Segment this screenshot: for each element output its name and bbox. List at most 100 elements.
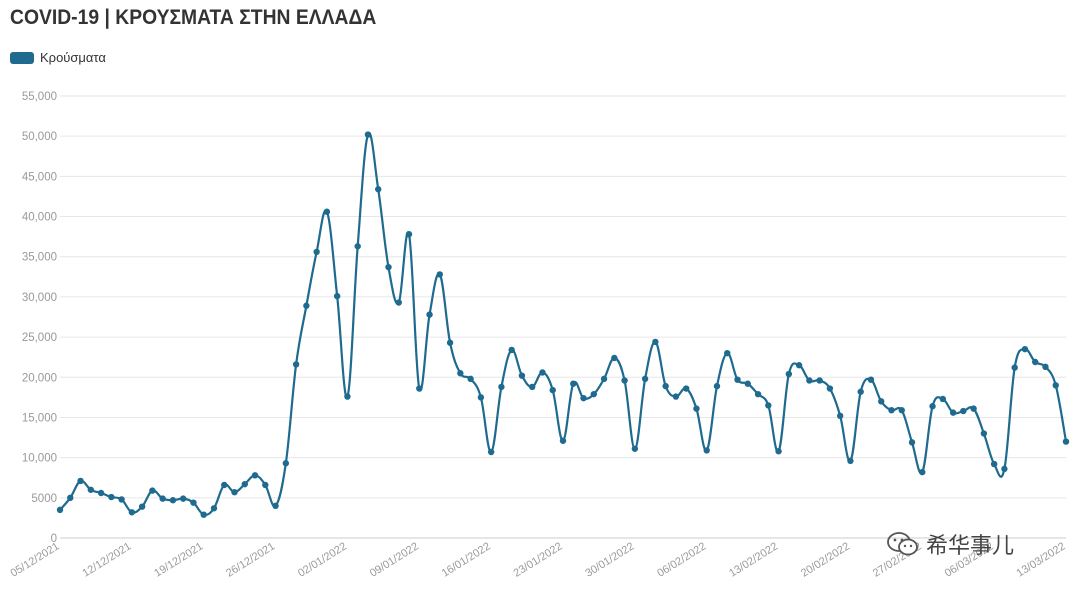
data-point[interactable]: 16/02/2022: 19600 xyxy=(806,377,813,384)
data-point[interactable]: 28/01/2022: 22400 xyxy=(611,354,618,362)
data-point[interactable]: 15/01/2022: 17500 xyxy=(477,394,485,401)
data-point[interactable]: 10/01/2022: 27800 xyxy=(426,311,433,318)
data-point[interactable]: 16/01/2022: 10700 xyxy=(487,448,495,456)
data-point[interactable]: 03/02/2022: 17600 xyxy=(672,393,680,400)
data-point[interactable]: 03/01/2022: 36300 xyxy=(354,243,361,250)
data-point[interactable]: 23/02/2022: 17000 xyxy=(878,398,885,405)
data-point[interactable]: 19/02/2022: 15200 xyxy=(836,412,844,420)
data-point[interactable]: 01/03/2022: 17300 xyxy=(939,395,947,403)
data-point[interactable]: 20/02/2022: 9600 xyxy=(847,457,854,465)
data-point[interactable]: 11/01/2022: 32800 xyxy=(436,271,444,278)
data-point[interactable]: 25/01/2022: 17400 xyxy=(580,394,587,402)
data-point[interactable]: 20/12/2021: 3700 xyxy=(210,505,218,512)
data-point[interactable]: 12/01/2022: 24300 xyxy=(446,339,454,346)
data-point[interactable]: 26/12/2021: 4000 xyxy=(272,502,279,510)
data-point[interactable]: 28/02/2022: 16400 xyxy=(929,403,936,410)
data-point[interactable]: 29/01/2022: 19600 xyxy=(621,377,628,384)
data-point[interactable]: 09/12/2021: 5600 xyxy=(97,489,105,497)
data-point[interactable]: 24/01/2022: 19200 xyxy=(570,380,577,387)
data-point[interactable]: 26/02/2022: 11900 xyxy=(908,439,916,446)
data-point[interactable]: 31/01/2022: 19800 xyxy=(641,375,649,383)
data-point[interactable]: 18/12/2021: 4400 xyxy=(190,499,197,506)
legend[interactable]: Κρούσματα xyxy=(10,50,106,65)
data-point[interactable]: 10/03/2022: 21900 xyxy=(1032,358,1039,366)
data-point[interactable]: 22/12/2021: 5700 xyxy=(231,488,238,496)
data-point[interactable]: 06/12/2021: 5000 xyxy=(67,494,74,502)
data-point[interactable]: 17/02/2022: 19600 xyxy=(816,377,823,384)
data-point[interactable]: 21/02/2022: 18200 xyxy=(857,388,864,395)
data-point[interactable]: 06/02/2022: 10900 xyxy=(703,447,710,454)
data-point[interactable]: 11/02/2022: 17900 xyxy=(754,390,762,398)
data-point[interactable]: 19/12/2021: 2900 xyxy=(200,511,207,518)
data-point[interactable]: 08/02/2022: 23000 xyxy=(724,349,731,357)
data-point[interactable]: 05/12/2021: 3500 xyxy=(56,506,64,514)
data-point[interactable]: 14/01/2022: 19800 xyxy=(467,375,474,383)
data-point[interactable]: 13/03/2022: 12000 xyxy=(1062,438,1070,445)
data-point[interactable]: 21/01/2022: 20600 xyxy=(539,369,546,376)
data-point[interactable]: 30/12/2021: 35600 xyxy=(313,248,320,256)
data-point[interactable]: 18/01/2022: 23400 xyxy=(508,346,515,354)
data-point[interactable]: 12/12/2021: 3200 xyxy=(128,509,136,516)
data-point[interactable]: 02/01/2022: 17600 xyxy=(344,393,351,400)
data-point[interactable]: 08/01/2022: 37800 xyxy=(405,231,413,238)
data-point[interactable]: 10/02/2022: 19200 xyxy=(744,380,751,387)
data-point[interactable]: 21/12/2021: 6600 xyxy=(221,481,228,489)
data-point[interactable]: 01/01/2022: 30100 xyxy=(333,292,341,300)
data-point[interactable]: 20/01/2022: 18800 xyxy=(529,383,536,391)
data-point[interactable]: 02/02/2022: 18900 xyxy=(662,382,669,390)
data-point[interactable]: 22/02/2022: 19700 xyxy=(867,376,875,383)
data-point[interactable]: 23/12/2021: 6700 xyxy=(241,480,248,488)
data-point[interactable]: 09/03/2022: 23500 xyxy=(1021,345,1029,353)
data-point[interactable]: 14/02/2022: 20400 xyxy=(785,370,793,378)
data-point[interactable]: 04/01/2022: 50200 xyxy=(364,131,372,138)
data-point[interactable]: 30/01/2022: 11100 xyxy=(631,445,639,452)
data-point[interactable]: 08/03/2022: 21200 xyxy=(1011,364,1018,371)
data-point[interactable]: 27/01/2022: 19800 xyxy=(600,375,608,383)
data-point[interactable]: 05/01/2022: 43400 xyxy=(375,186,382,193)
data-point[interactable]: 06/01/2022: 33700 xyxy=(385,263,392,271)
data-point[interactable]: 05/03/2022: 13000 xyxy=(980,430,988,437)
data-point[interactable]: 22/01/2022: 18400 xyxy=(549,386,556,394)
data-point[interactable]: 02/03/2022: 15600 xyxy=(949,409,957,416)
data-point[interactable]: 17/12/2021: 4900 xyxy=(179,495,187,502)
data-point[interactable]: 31/12/2021: 40600 xyxy=(323,208,331,215)
data-point[interactable]: 25/02/2022: 15900 xyxy=(898,407,905,414)
data-point[interactable]: 15/02/2022: 21500 xyxy=(795,362,803,369)
data-point[interactable]: 11/12/2021: 4800 xyxy=(118,496,125,503)
data-point[interactable]: 12/02/2022: 16500 xyxy=(765,402,772,409)
data-point[interactable]: 04/02/2022: 18600 xyxy=(682,385,690,392)
data-point[interactable]: 03/03/2022: 15800 xyxy=(960,407,967,415)
data-point[interactable]: 27/12/2021: 9300 xyxy=(282,460,290,467)
data-point[interactable]: 13/02/2022: 10800 xyxy=(775,448,782,455)
data-point[interactable]: 19/01/2022: 20200 xyxy=(518,372,526,379)
data-point[interactable]: 09/01/2022: 18600 xyxy=(416,385,423,392)
data-point[interactable]: 24/02/2022: 15900 xyxy=(888,407,895,414)
data-point[interactable]: 18/02/2022: 18600 xyxy=(826,385,834,392)
data-point[interactable]: 27/02/2022: 8200 xyxy=(919,468,926,476)
data-point[interactable]: 17/01/2022: 18800 xyxy=(498,383,505,391)
data-point[interactable]: 16/12/2021: 4700 xyxy=(169,497,177,504)
data-point[interactable]: 09/02/2022: 19700 xyxy=(734,376,741,383)
data-point[interactable]: 23/01/2022: 12100 xyxy=(559,437,567,444)
data-point[interactable]: 04/03/2022: 16100 xyxy=(970,405,977,412)
data-point[interactable]: 06/03/2022: 9200 xyxy=(990,460,998,468)
data-point[interactable]: 07/01/2022: 29300 xyxy=(395,299,402,306)
data-point[interactable]: 26/01/2022: 17900 xyxy=(590,390,597,398)
data-point[interactable]: 29/12/2021: 28900 xyxy=(303,302,310,309)
data-point[interactable]: 13/01/2022: 20500 xyxy=(457,370,464,377)
data-point[interactable]: 25/12/2021: 6600 xyxy=(262,481,269,489)
data-point[interactable]: 07/12/2021: 7100 xyxy=(77,477,84,485)
data-point[interactable]: 14/12/2021: 5900 xyxy=(149,487,156,494)
data-point[interactable]: 10/12/2021: 5100 xyxy=(108,493,115,501)
data-point[interactable]: 15/12/2021: 4900 xyxy=(159,495,166,502)
data-point[interactable]: 28/12/2021: 21600 xyxy=(292,361,300,368)
data-point[interactable]: 07/02/2022: 18900 xyxy=(713,382,721,390)
data-point[interactable]: 01/02/2022: 24400 xyxy=(652,338,659,346)
data-point[interactable]: 05/02/2022: 16100 xyxy=(693,405,700,412)
data-point[interactable]: 24/12/2021: 7800 xyxy=(251,472,259,479)
data-point[interactable]: 12/03/2022: 19000 xyxy=(1052,382,1059,389)
data-point[interactable]: 07/03/2022: 8600 xyxy=(1001,465,1008,473)
data-point[interactable]: 11/03/2022: 21300 xyxy=(1042,363,1049,371)
data-point[interactable]: 08/12/2021: 6000 xyxy=(87,486,94,493)
data-point[interactable]: 13/12/2021: 3900 xyxy=(138,503,146,510)
